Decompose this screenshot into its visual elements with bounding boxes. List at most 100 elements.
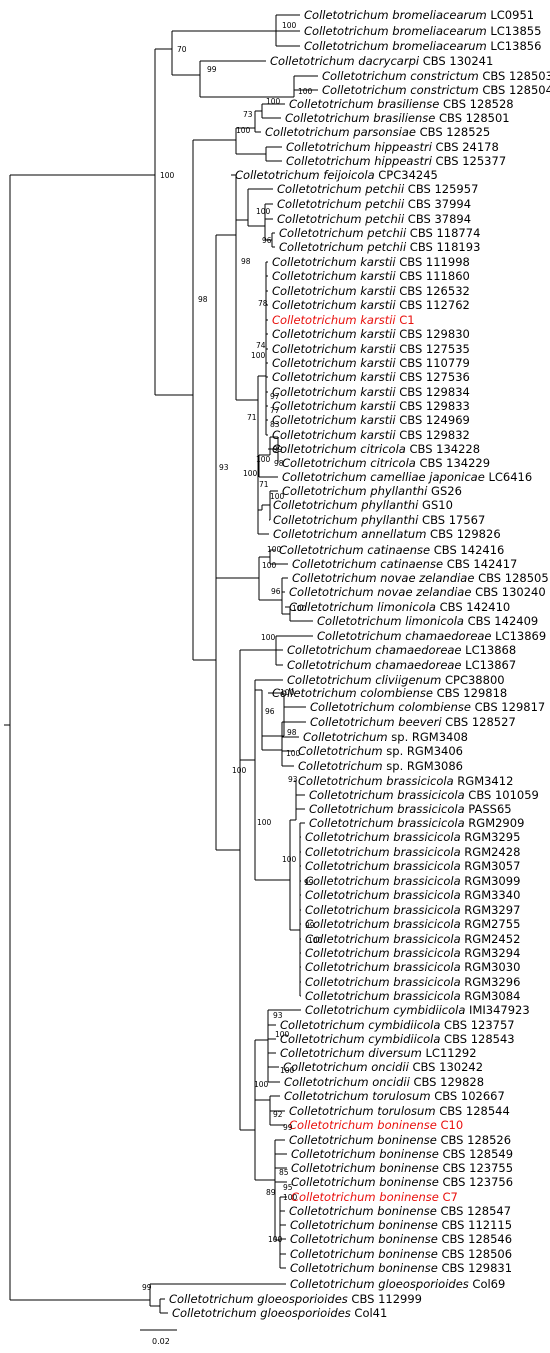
- species-name: Colletotrichum dacrycarpi: [270, 54, 420, 68]
- strain-code: CBS 128504: [479, 83, 550, 97]
- taxon-label: Colletotrichum constrictum CBS 128503: [322, 69, 550, 83]
- bootstrap-value: 100: [286, 749, 301, 758]
- species-name: Colletotrichum bromeliacearum: [304, 8, 487, 22]
- bootstrap-value: 100: [243, 469, 258, 478]
- species-name: Colletotrichum karstii: [272, 356, 396, 370]
- bootstrap-value: 70: [177, 45, 187, 54]
- taxon-labels: Colletotrichum bromeliacearum LC0951 Coll…: [169, 8, 550, 1320]
- strain-code: RGM3057: [461, 859, 521, 873]
- species-name: Colletotrichum: [298, 759, 383, 773]
- taxon-label: Colletotrichum cliviigenum CPC38800: [287, 673, 505, 687]
- taxon-label: Colletotrichum karstii CBS 129832: [272, 428, 470, 442]
- taxon-label: Colletotrichum brassicicola RGM3297: [305, 903, 520, 917]
- species-name: Colletotrichum colombiense: [310, 700, 471, 714]
- strain-code: RGM3296: [461, 975, 521, 989]
- strain-code: CBS 134229: [416, 456, 490, 470]
- bootstrap-value: 99: [305, 921, 315, 930]
- strain-code: RGM2755: [461, 917, 521, 931]
- bootstrap-value: 100: [283, 1193, 298, 1202]
- taxon-label-highlighted: Colletotrichum boninense C7: [291, 1190, 458, 1204]
- strain-code: CBS 123755: [439, 1161, 513, 1175]
- bootstrap-value: 99: [142, 1283, 152, 1292]
- species-name: Colletotrichum karstii: [272, 313, 396, 327]
- species-name: Colletotrichum karstii: [272, 298, 396, 312]
- strain-code: RGM3084: [461, 989, 521, 1003]
- species-name: Colletotrichum novae zelandiae: [292, 571, 474, 585]
- strain-code: CBS 128501: [435, 111, 509, 125]
- taxon-label: Colletotrichum camelliae japonicae LC641…: [282, 470, 532, 484]
- taxon-label: Colletotrichum bromeliacearum LC13856: [304, 39, 541, 53]
- strain-code: CBS 118193: [406, 240, 480, 254]
- bootstrap-value: 89: [266, 1188, 276, 1197]
- taxon-label: Colletotrichum boninense CBS 123755: [291, 1161, 513, 1175]
- species-suffix: sp.: [383, 744, 404, 758]
- strain-code: CBS 17567: [418, 513, 485, 527]
- strain-code: CPC34245: [375, 168, 438, 182]
- bootstrap-value: 95: [283, 1183, 293, 1192]
- strain-code: CBS 112115: [438, 1218, 512, 1232]
- bootstrap-value: 100: [280, 1066, 295, 1075]
- strain-code: LC0951: [487, 8, 534, 22]
- taxon-label: Colletotrichum karstii CBS 129830: [272, 327, 470, 341]
- strain-code: LC13855: [487, 24, 542, 38]
- bootstrap-value: 71: [259, 480, 269, 489]
- taxon-label: Colletotrichum brassicicola PASS65: [309, 802, 512, 816]
- bootstrap-value: 100: [308, 936, 323, 945]
- strain-code: CPC38800: [441, 673, 504, 687]
- strain-code: RGM3294: [461, 946, 521, 960]
- bootstrap-value: 98: [241, 257, 251, 266]
- bootstrap-value: 93: [288, 775, 298, 784]
- bootstrap-value: 100: [282, 21, 297, 30]
- taxon-label: Colletotrichum sp. RGM3086: [298, 759, 463, 773]
- taxon-label: Colletotrichum cymbidiicola IMI347923: [305, 1003, 530, 1017]
- taxon-label: Colletotrichum phyllanthi GS26: [282, 484, 462, 498]
- taxon-label: Colletotrichum limonicola CBS 142409: [317, 614, 538, 628]
- species-name: Colletotrichum phyllanthi: [273, 513, 419, 527]
- strain-code: LC6416: [485, 470, 532, 484]
- strain-code: CBS 128546: [438, 1232, 512, 1246]
- species-name: Colletotrichum beeveri: [310, 715, 442, 729]
- taxon-label: Colletotrichum boninense CBS 128526: [289, 1133, 511, 1147]
- species-name: Colletotrichum brassicicola: [305, 859, 461, 873]
- species-name: Colletotrichum brasiliense: [285, 111, 435, 125]
- species-name: Colletotrichum boninense: [291, 1190, 439, 1204]
- taxon-label: Colletotrichum constrictum CBS 128504: [322, 83, 550, 97]
- taxon-label: Colletotrichum brassicicola RGM3340: [305, 888, 520, 902]
- bootstrap-value: 100: [292, 604, 307, 613]
- taxon-label: Colletotrichum catinaense CBS 142416: [279, 543, 504, 557]
- bootstrap-value: 100: [251, 351, 266, 360]
- strain-code: CBS 130240: [471, 585, 545, 599]
- bootstrap-value: 93: [219, 463, 229, 472]
- taxon-label: Colletotrichum brassicicola RGM2909: [309, 816, 524, 830]
- strain-code: RGM3297: [461, 903, 521, 917]
- species-name: Colletotrichum brasiliense: [289, 97, 439, 111]
- strain-code: CBS 134228: [406, 442, 480, 456]
- strain-code: CBS 128526: [437, 1133, 511, 1147]
- taxon-label: Colletotrichum hippeastri CBS 24178: [286, 140, 499, 154]
- taxon-label: Colletotrichum karstii CBS 110779: [272, 356, 470, 370]
- species-name: Colletotrichum hippeastri: [286, 140, 433, 154]
- strain-code: CBS 129831: [438, 1261, 512, 1275]
- strain-code: CBS 129832: [396, 428, 470, 442]
- taxon-label: Colletotrichum boninense CBS 128549: [291, 1147, 513, 1161]
- taxon-label: Colletotrichum parsonsiae CBS 128525: [265, 125, 490, 139]
- species-name: Colletotrichum cymbidiicola: [280, 1018, 440, 1032]
- taxon-label: Colletotrichum brassicicola RGM3294: [305, 946, 520, 960]
- strain-code: CBS 123757: [440, 1018, 514, 1032]
- strain-code: CBS 111860: [396, 269, 470, 283]
- species-name: Colletotrichum karstii: [272, 342, 396, 356]
- bootstrap-value: 99: [304, 878, 314, 887]
- taxon-label: Colletotrichum karstii CBS 126532: [272, 284, 470, 298]
- species-name: Colletotrichum karstii: [272, 428, 396, 442]
- bootstrap-value: 100: [268, 1235, 283, 1244]
- strain-code: RGM3406: [403, 744, 463, 758]
- scale-bar: 0.02: [140, 1329, 177, 1346]
- species-name: Colletotrichum gloeosporioides: [290, 1277, 469, 1291]
- species-name: Colletotrichum boninense: [290, 1261, 438, 1275]
- strain-code: CBS 124969: [396, 413, 470, 427]
- strain-code: CBS 24178: [432, 140, 499, 154]
- taxon-label: Colletotrichum citricola CBS 134229: [282, 456, 490, 470]
- species-name: Colletotrichum karstii: [272, 399, 396, 413]
- strain-code: GS10: [418, 498, 453, 512]
